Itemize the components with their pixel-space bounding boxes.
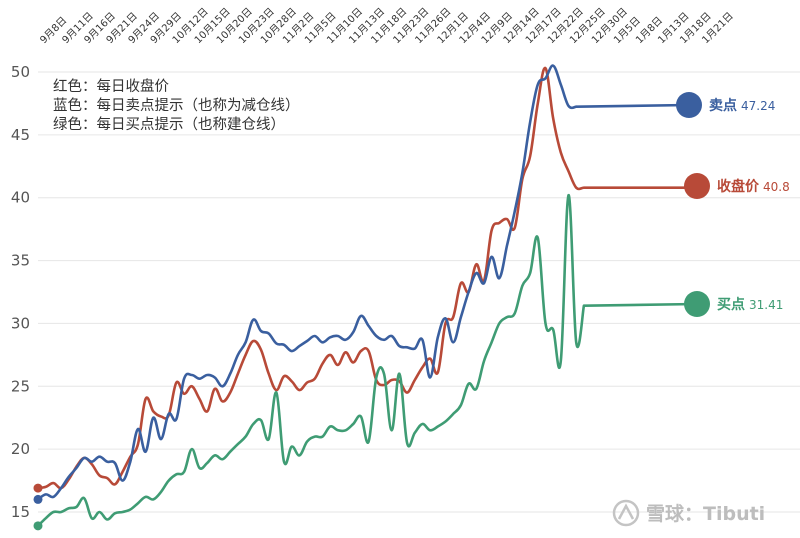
legend-line-blue: 蓝色：每日卖点提示（也称为减仓线） (53, 97, 300, 114)
series-end-marker (676, 92, 702, 118)
series-end-connector (583, 302, 698, 308)
series-lines (36, 64, 709, 528)
series-end-label: 买点 31.41 (717, 296, 783, 313)
series-end-connector (576, 103, 690, 108)
series-start-marker (33, 494, 43, 504)
y-tick-label: 40 (11, 189, 30, 207)
y-tick-label: 20 (11, 440, 30, 458)
series-end-label: 收盘价 40.8 (717, 178, 790, 195)
y-tick-label: 45 (11, 126, 30, 144)
series-line-0 (36, 66, 709, 490)
series-line-2 (36, 193, 586, 528)
series-start-marker (33, 521, 43, 531)
x-axis-tick-labels: 9月8日9月11日9月16日9月21日9月24日9月29日10月12日10月15… (38, 5, 736, 46)
legend-line-red: 红色：每日收盘价 (53, 77, 169, 95)
gridlines (38, 71, 800, 513)
y-tick-label: 25 (11, 377, 30, 395)
y-tick-label: 15 (11, 503, 30, 521)
series-markers: 收盘价 40.8 卖点 47.24 买点 31.41 (33, 92, 790, 531)
series-end-marker (684, 173, 710, 199)
series-line-1 (36, 64, 578, 501)
legend-line-green: 绿色：每日买点提示（也称建仓线） (53, 116, 285, 133)
series-end-label: 卖点 47.24 (709, 97, 775, 114)
y-tick-label: 50 (11, 63, 30, 81)
y-tick-label: 35 (11, 252, 30, 270)
y-axis-tick-labels: 15 20 25 30 35 40 45 50 (11, 63, 30, 521)
watermark: 雪球：Tibuti (612, 499, 765, 527)
series-end-marker (684, 291, 710, 317)
watermark-text: 雪球：Tibuti (646, 502, 765, 525)
y-tick-label: 30 (11, 314, 30, 332)
snowball-logo-icon (612, 499, 640, 527)
legend-text: 红色：每日收盘价 蓝色：每日卖点提示（也称为减仓线） 绿色：每日买点提示（也称建… (53, 77, 300, 133)
series-start-marker (33, 483, 43, 493)
